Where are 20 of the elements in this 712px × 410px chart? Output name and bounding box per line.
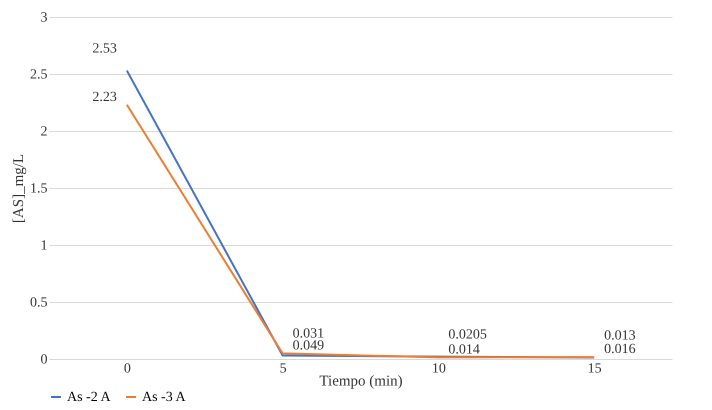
x-tick-label: 0 bbox=[124, 362, 131, 376]
y-axis-title: [AS]_mg/L bbox=[11, 154, 27, 224]
data-label: 2.23 bbox=[92, 90, 117, 105]
y-tick-label: 2 bbox=[40, 124, 48, 140]
y-tick-label: 2.5 bbox=[30, 68, 48, 82]
x-axis-title: Tiempo (min) bbox=[319, 374, 403, 390]
x-tick-label: 10 bbox=[432, 362, 446, 376]
data-label: 2.53 bbox=[92, 42, 117, 57]
data-label: 0.014 bbox=[448, 342, 480, 358]
x-tick-label: 5 bbox=[280, 362, 287, 376]
y-tick-label: 1 bbox=[40, 238, 48, 254]
data-label: 0.016 bbox=[604, 342, 636, 358]
y-tick-label: 1.5 bbox=[30, 182, 48, 196]
legend-label: As -3 A bbox=[142, 390, 186, 405]
y-tick-label: 0.5 bbox=[30, 296, 48, 310]
legend-label: As -2 A bbox=[67, 390, 112, 405]
data-label: 0.013 bbox=[604, 328, 636, 344]
y-tick-label: 3 bbox=[40, 10, 48, 26]
x-tick-label: 15 bbox=[588, 362, 602, 376]
data-label: 0.0205 bbox=[448, 328, 487, 343]
